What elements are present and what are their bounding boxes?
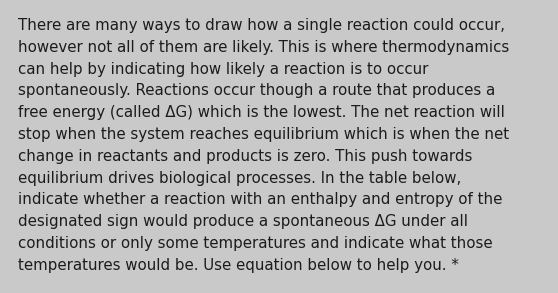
Text: change in reactants and products is zero. This push towards: change in reactants and products is zero…: [18, 149, 473, 164]
Text: can help by indicating how likely a reaction is to occur: can help by indicating how likely a reac…: [18, 62, 429, 76]
Text: stop when the system reaches equilibrium which is when the net: stop when the system reaches equilibrium…: [18, 127, 509, 142]
Text: designated sign would produce a spontaneous ΔG under all: designated sign would produce a spontane…: [18, 214, 468, 229]
Text: however not all of them are likely. This is where thermodynamics: however not all of them are likely. This…: [18, 40, 509, 55]
Text: spontaneously. Reactions occur though a route that produces a: spontaneously. Reactions occur though a …: [18, 84, 496, 98]
Text: equilibrium drives biological processes. In the table below,: equilibrium drives biological processes.…: [18, 171, 461, 185]
Text: indicate whether a reaction with an enthalpy and entropy of the: indicate whether a reaction with an enth…: [18, 193, 502, 207]
Text: There are many ways to draw how a single reaction could occur,: There are many ways to draw how a single…: [18, 18, 505, 33]
Text: temperatures would be. Use equation below to help you. *: temperatures would be. Use equation belo…: [18, 258, 459, 273]
Text: free energy (called ΔG) which is the lowest. The net reaction will: free energy (called ΔG) which is the low…: [18, 105, 505, 120]
Text: conditions or only some temperatures and indicate what those: conditions or only some temperatures and…: [18, 236, 493, 251]
